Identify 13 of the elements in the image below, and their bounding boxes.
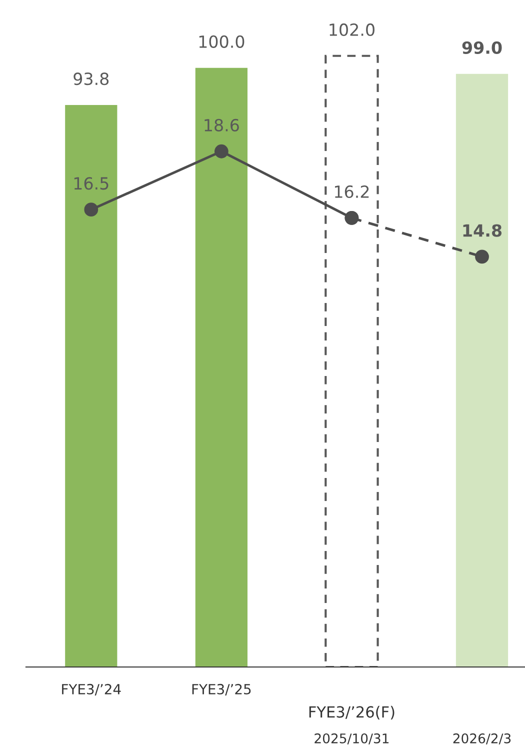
data-label: 14.8 <box>463 224 502 237</box>
data-label: 16.2 <box>334 185 369 198</box>
data-label: 93.8 <box>74 72 109 86</box>
data-label: 18.6 <box>204 118 239 132</box>
text: FYE3/’26(F) <box>309 706 394 720</box>
x-tick-label: FYE3/’25 <box>192 684 251 696</box>
data-label: 99.0 <box>462 41 502 54</box>
x-tick-label: 2025/10/31 <box>314 733 389 744</box>
data-label: 102.0 <box>330 23 374 36</box>
data-label: 16.5 <box>74 177 108 190</box>
data-label: 100.0 <box>199 35 244 48</box>
x-tick-label: 2026/2/3 <box>453 733 511 744</box>
x-tick-label: FYE3/’24 <box>62 684 121 696</box>
